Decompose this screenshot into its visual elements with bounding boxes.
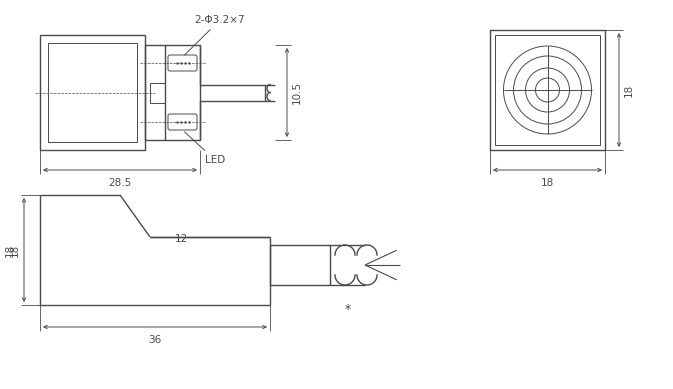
Bar bbox=[48, 43, 137, 142]
Bar bbox=[150, 82, 165, 102]
Bar bbox=[270, 245, 330, 285]
Text: 10.5: 10.5 bbox=[292, 81, 302, 104]
Bar bbox=[40, 35, 145, 150]
Bar bbox=[495, 35, 600, 145]
Text: 12: 12 bbox=[175, 234, 188, 244]
Text: 2-Φ3.2×7: 2-Φ3.2×7 bbox=[184, 15, 246, 55]
Text: 28.5: 28.5 bbox=[108, 178, 132, 188]
Text: 18: 18 bbox=[10, 244, 20, 257]
Bar bbox=[145, 45, 200, 140]
Text: *: * bbox=[345, 303, 351, 316]
Text: LED: LED bbox=[184, 132, 225, 165]
Text: 18: 18 bbox=[541, 178, 554, 188]
Text: 36: 36 bbox=[148, 335, 162, 345]
Bar bbox=[490, 30, 605, 150]
Text: 18: 18 bbox=[624, 83, 634, 96]
Text: 18: 18 bbox=[5, 244, 15, 257]
